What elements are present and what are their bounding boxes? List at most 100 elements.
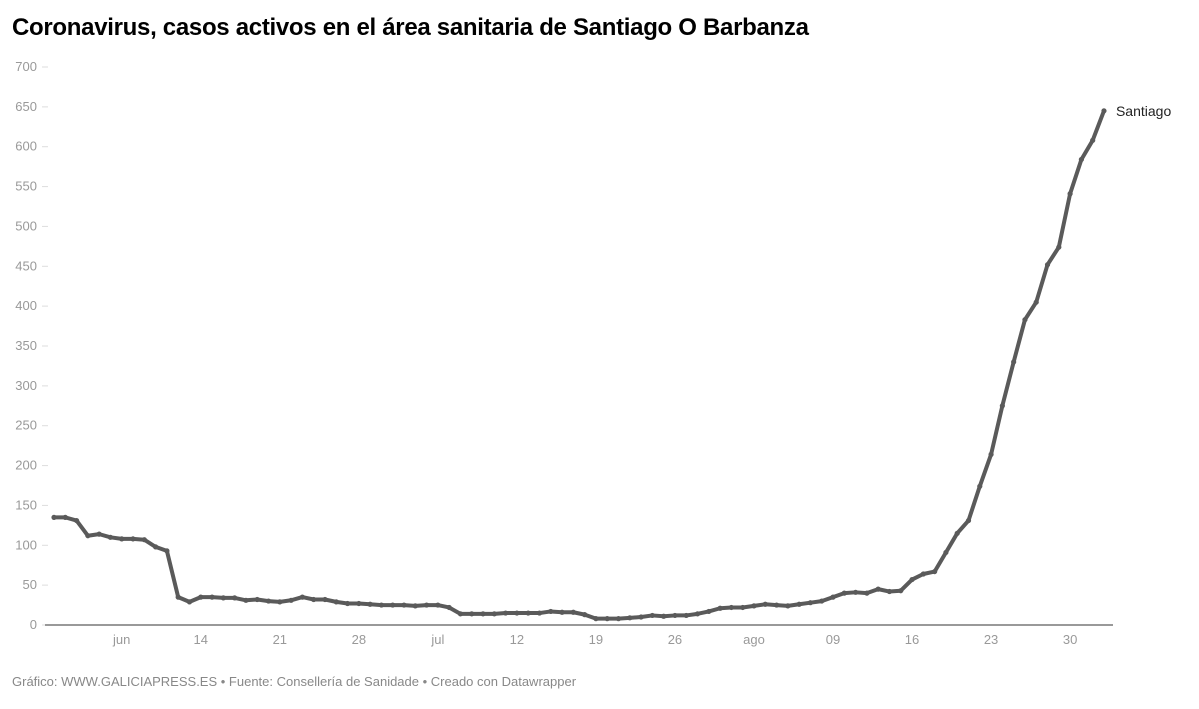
data-point — [886, 588, 893, 595]
x-tick-label: 19 — [589, 632, 603, 647]
data-point — [999, 403, 1005, 409]
data-point — [830, 594, 836, 600]
y-tick-label: 400 — [15, 298, 37, 313]
data-point — [988, 451, 994, 458]
y-tick-label: 550 — [15, 179, 37, 194]
data-point — [277, 599, 283, 605]
series-line-santiago — [52, 108, 1106, 621]
data-point — [1044, 262, 1051, 268]
data-point — [841, 590, 847, 596]
data-point — [175, 594, 181, 600]
data-point — [401, 602, 407, 608]
x-tick-label: 30 — [1063, 632, 1077, 647]
data-point — [932, 568, 938, 575]
data-point — [311, 596, 317, 603]
data-point — [51, 514, 57, 520]
data-point — [751, 603, 757, 609]
data-point — [1011, 359, 1017, 365]
data-point — [412, 603, 418, 609]
y-tick-label: 0 — [30, 617, 37, 632]
data-point — [672, 612, 678, 619]
data-point — [1101, 108, 1107, 114]
data-point — [920, 571, 926, 577]
data-point — [96, 531, 102, 537]
data-point — [446, 604, 452, 611]
data-point — [288, 597, 294, 603]
data-point — [536, 610, 543, 616]
data-point — [965, 517, 972, 524]
data-point — [717, 605, 723, 611]
data-point — [1067, 191, 1073, 197]
data-point — [254, 596, 260, 603]
chart-footer: Gráfico: WWW.GALICIAPRESS.ES • Fuente: C… — [12, 674, 577, 689]
data-point — [615, 616, 622, 622]
y-tick-label: 50 — [23, 577, 37, 592]
data-point — [570, 609, 576, 615]
data-point — [898, 588, 904, 594]
data-point — [638, 614, 644, 620]
x-tick-label: jul — [430, 632, 444, 647]
y-tick-label: 100 — [15, 537, 37, 552]
x-tick-label: 16 — [905, 632, 919, 647]
data-point — [299, 594, 305, 600]
x-tick-label: jun — [112, 632, 130, 647]
data-point — [977, 483, 983, 489]
data-point — [356, 600, 362, 607]
data-point — [153, 544, 159, 550]
data-point — [694, 611, 701, 617]
data-point — [864, 590, 870, 596]
x-tick-label: 09 — [826, 632, 840, 647]
data-point — [582, 612, 588, 618]
data-point — [548, 608, 554, 615]
data-point — [1090, 137, 1096, 143]
data-point — [661, 613, 667, 619]
data-point — [220, 595, 226, 601]
data-point — [322, 596, 328, 603]
data-point — [243, 597, 249, 603]
data-point — [333, 599, 339, 605]
x-tick-label: ago — [743, 632, 765, 647]
data-point — [819, 598, 825, 604]
data-point — [514, 610, 520, 616]
data-point — [503, 610, 509, 616]
data-point — [706, 608, 712, 615]
data-point — [1078, 156, 1084, 163]
data-point — [649, 612, 655, 619]
data-point — [593, 616, 599, 622]
data-point — [457, 611, 464, 617]
data-point — [480, 611, 486, 617]
series-label: Santiago — [1116, 103, 1171, 119]
data-point — [141, 537, 147, 543]
data-point — [107, 534, 114, 540]
data-point — [525, 610, 531, 616]
data-point — [186, 599, 193, 605]
data-point — [773, 602, 780, 608]
x-tick-label: 21 — [273, 632, 287, 647]
data-point — [209, 594, 215, 600]
x-tick-label: 23 — [984, 632, 998, 647]
y-tick-label: 300 — [15, 378, 37, 393]
chart-title: Coronavirus, casos activos en el área sa… — [12, 14, 809, 41]
data-point — [469, 611, 475, 617]
data-point — [119, 536, 125, 542]
data-point — [232, 595, 238, 601]
data-point — [1056, 244, 1062, 250]
data-point — [728, 604, 735, 611]
y-tick-label: 200 — [15, 458, 37, 473]
data-point — [344, 600, 351, 607]
data-point — [130, 536, 136, 542]
data-point — [73, 517, 80, 524]
data-point — [198, 594, 204, 600]
y-tick-label: 600 — [15, 139, 37, 154]
y-tick-label: 700 — [15, 59, 37, 74]
data-point — [265, 598, 272, 604]
data-point — [683, 612, 689, 619]
data-point — [943, 549, 949, 556]
data-point — [1022, 317, 1028, 323]
y-tick-label: 350 — [15, 338, 37, 353]
y-tick-label: 450 — [15, 258, 37, 273]
x-tick-label: 28 — [352, 632, 366, 647]
data-point — [423, 602, 430, 608]
data-point — [875, 586, 881, 592]
